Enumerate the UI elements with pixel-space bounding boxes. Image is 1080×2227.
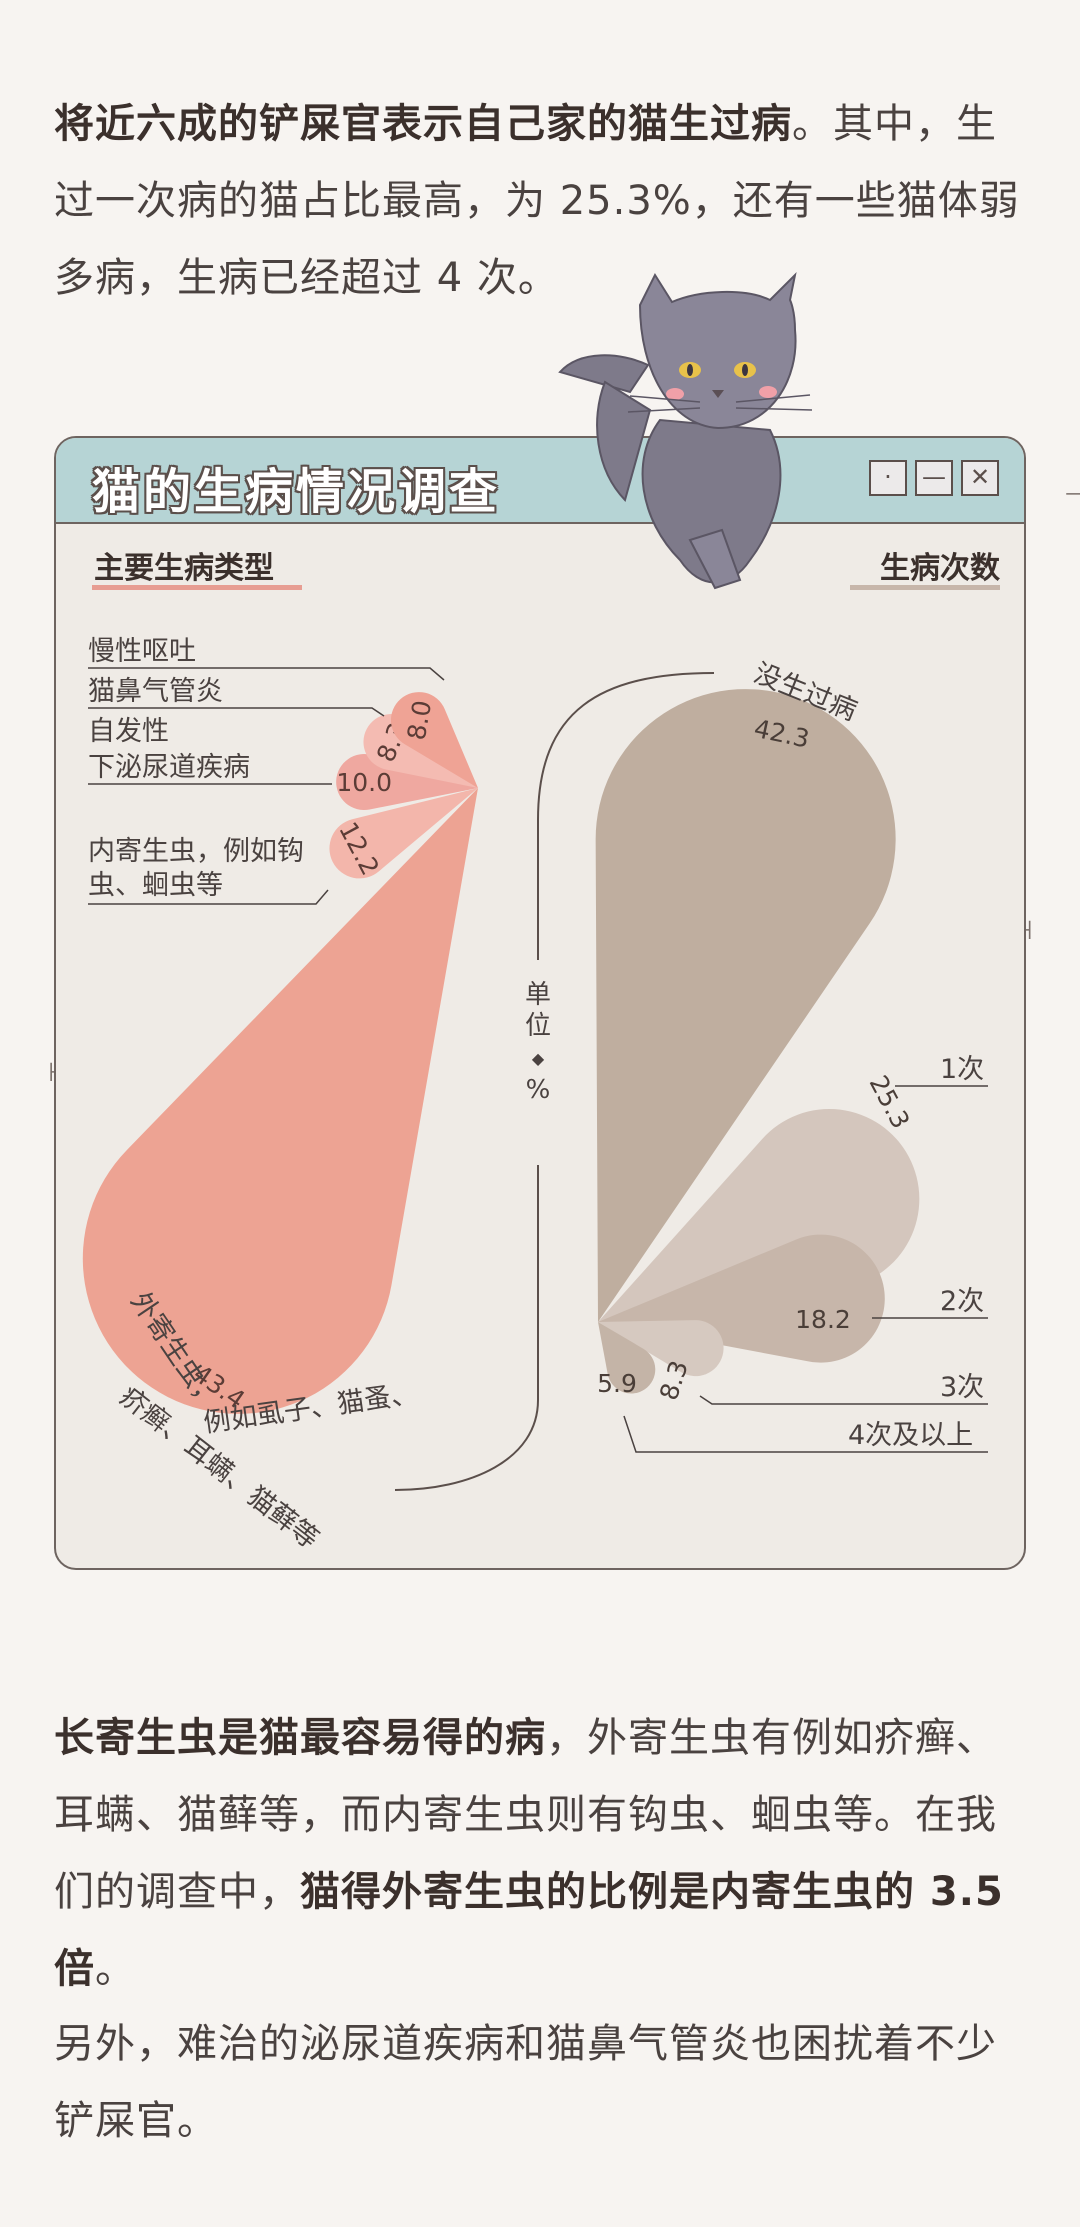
para2-mid: ，外寄生虫有例如疥癣、耳螨、猫藓等，而内寄生虫则有钩虫、蛔虫等。在我们的调查中， — [54, 1715, 997, 1915]
para2-bold1: 长寄生虫是猫最容易得的病 — [54, 1715, 546, 1761]
intro-rest: 。其中，生过一次病的猫占比最高，为 25.3%，还有一些猫体弱多病，生病已经超过… — [54, 101, 1020, 301]
para2-bold2: 猫得外寄生虫的比例是内寄生虫的 3.5 倍 — [54, 1869, 1004, 1992]
card-title-bar: 猫的生病情况调查 · — ✕ — [56, 438, 1024, 524]
edge-mark-right-1: ⊣ — [1064, 480, 1080, 510]
intro-bold: 将近六成的铲屎官表示自己家的猫生过病 — [54, 101, 792, 147]
window-minimize-button[interactable]: — — [915, 460, 953, 496]
window-close-button[interactable]: ✕ — [961, 460, 999, 496]
window-menu-button[interactable]: · — [869, 460, 907, 496]
survey-card: 猫的生病情况调查 · — ✕ — [54, 436, 1026, 1570]
para3-text: 另外，难治的泌尿道疾病和猫鼻气管炎也困扰着不少铲屎官。 — [54, 2021, 997, 2144]
intro-paragraph: 将近六成的铲屎官表示自己家的猫生过病。其中，生过一次病的猫占比最高，为 25.3… — [54, 86, 1034, 317]
para2-end: 。 — [95, 1946, 136, 1992]
paragraph-3: 另外，难治的泌尿道疾病和猫鼻气管炎也困扰着不少铲屎官。 — [54, 2006, 1034, 2160]
paragraph-2: 长寄生虫是猫最容易得的病，外寄生虫有例如疥癣、耳螨、猫藓等，而内寄生虫则有钩虫、… — [54, 1700, 1034, 2008]
card-title: 猫的生病情况调查 — [92, 464, 501, 520]
